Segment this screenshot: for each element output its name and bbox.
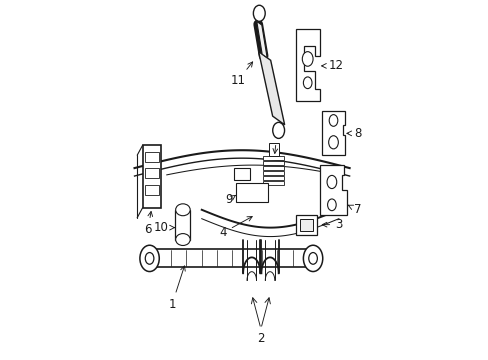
Polygon shape [295,29,320,100]
Polygon shape [258,51,284,125]
Circle shape [140,245,159,271]
Circle shape [308,253,317,264]
Ellipse shape [175,204,190,216]
Text: 9: 9 [224,193,235,206]
Ellipse shape [175,234,190,246]
Bar [268,143,278,156]
Bar [295,215,317,235]
Circle shape [328,136,338,149]
Polygon shape [234,168,250,180]
Polygon shape [235,183,267,202]
Text: 5: 5 [272,127,280,153]
Circle shape [272,122,284,139]
Bar [262,171,284,175]
Circle shape [327,199,336,211]
Bar [262,161,284,165]
Text: 1: 1 [168,266,185,311]
Circle shape [328,114,337,126]
Text: 6: 6 [144,212,152,236]
Bar [145,185,159,195]
Circle shape [303,245,322,271]
Bar [262,181,284,185]
Polygon shape [320,165,346,215]
Polygon shape [321,111,345,155]
Circle shape [253,5,264,21]
Text: 12: 12 [321,59,343,72]
Bar [262,166,284,170]
Circle shape [302,51,312,66]
Polygon shape [142,145,161,208]
Text: 8: 8 [346,127,361,140]
Circle shape [326,175,336,189]
Bar [300,219,312,231]
Bar [262,176,284,180]
Polygon shape [256,21,266,58]
Text: 4: 4 [219,217,252,239]
Text: 7: 7 [347,203,361,216]
Bar [145,152,159,162]
Bar [145,168,159,178]
Text: 3: 3 [322,218,342,231]
Text: 2: 2 [257,332,264,345]
Circle shape [145,253,154,264]
Circle shape [303,77,311,89]
Text: 10: 10 [154,221,174,234]
Polygon shape [175,210,189,239]
Text: 11: 11 [230,62,252,87]
Bar [262,156,284,160]
